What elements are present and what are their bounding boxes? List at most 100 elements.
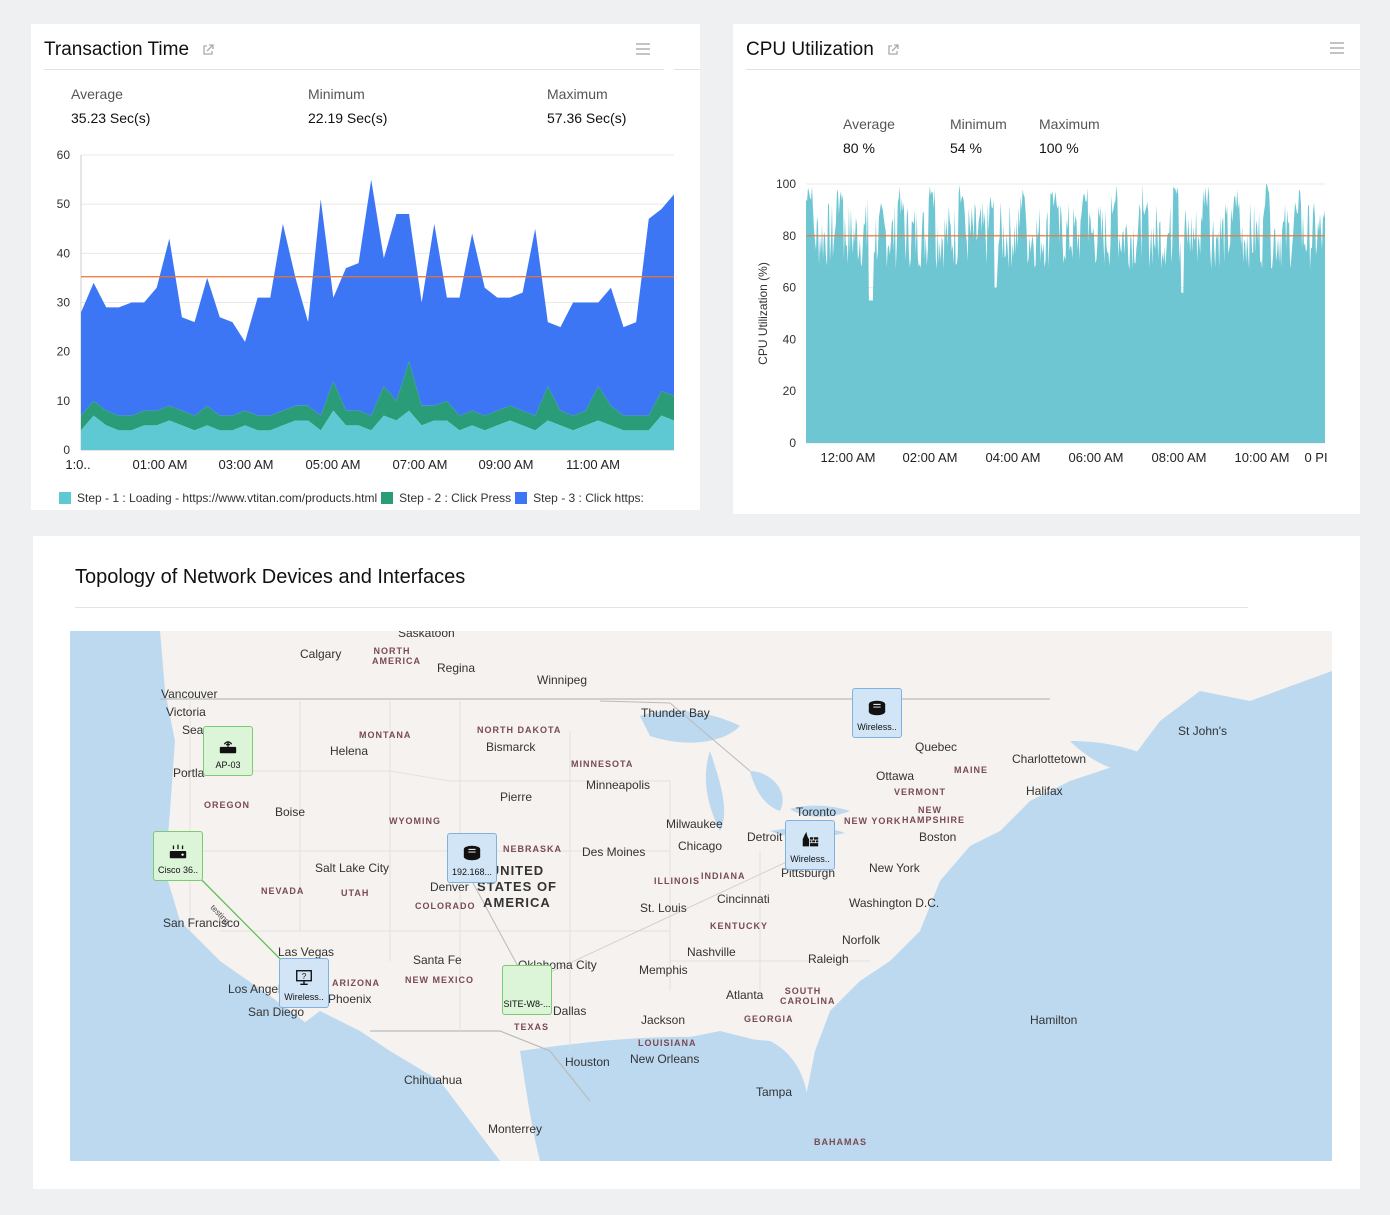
x-tick-label: 10:00 AM [1235,450,1290,465]
state-label: GEORGIA [744,1014,794,1024]
stat-value: 100 % [1039,140,1079,156]
device-label: Cisco 36.. [157,865,199,875]
external-link-icon[interactable] [887,44,899,56]
stat-value: 35.23 Sec(s) [71,110,151,126]
legend-label: Step - 2 : Click Press [399,491,512,505]
cpu-menu-icon[interactable] [1330,42,1344,57]
cpu-title-text: CPU Utilization [746,39,874,60]
city-label: Sea [182,723,204,737]
y-tick-label: 20 [57,345,71,359]
y-tick-label: 40 [783,332,797,346]
y-tick-label: 60 [783,281,797,295]
cpu-utilization-card: CPU Utilization Average 80 % Minimum 54 … [733,24,1360,514]
city-label: Halifax [1026,784,1063,798]
city-label: Helena [330,744,369,758]
y-tick-label: 60 [57,148,71,162]
x-tick-label: 12:00 AM [821,450,876,465]
state-label: INDIANA [701,871,746,881]
city-label: Saskatoon [398,631,455,640]
legend-item-step2[interactable]: Step - 2 : Click Press [381,491,511,505]
device-label: SITE-W8-... [503,999,551,1009]
cpu-divider [746,69,1360,70]
legend-item-step1[interactable]: Step - 1 : Loading - https://www.vtitan.… [59,491,377,505]
area-series[interactable] [81,179,674,416]
cpu-area-series[interactable] [806,184,1325,443]
device-node-wireless-ottawa[interactable]: Wireless.. [852,688,902,738]
city-label: Bismarck [486,740,536,754]
x-tick-label: 03:00 AM [219,457,274,472]
city-label: Chicago [678,839,723,853]
city-label: Des Moines [582,845,646,859]
city-label: Milwaukee [666,817,723,831]
x-tick-label: 06:00 AM [1069,450,1124,465]
device-node-wireless-la[interactable]: ? Wireless.. [279,958,329,1008]
topology-card: Topology of Network Devices and Interfac… [33,536,1360,1189]
city-label: Washington D.C. [849,896,940,910]
city-label: New Orleans [630,1052,700,1066]
area-series[interactable] [81,361,674,431]
cpu-stat-minimum: Minimum 54 % [950,116,1007,156]
city-label: Santa Fe [413,953,462,967]
switch-icon [463,845,481,861]
stat-value: 57.36 Sec(s) [547,110,627,126]
state-label: MONTANA [359,730,412,740]
country-label: UNITED STATES OF AMERICA [476,863,558,910]
transaction-time-chart: 0 10 20 30 40 50 60 1:0.. 01:00 AM 03:00 AM 05:00 … [57,148,674,472]
cpu-utilization-chart: 0 20 40 60 80 100 CPU Utilization (%) 12:00 AM 0… [756,177,1328,465]
city-label: Las Vegas [278,945,335,959]
svg-text:?: ? [302,972,307,981]
firewall-icon [802,831,819,847]
state-label: LOUISIANA [638,1038,697,1048]
transaction-menu-icon[interactable] [636,43,650,58]
city-label: Ottawa [876,769,915,783]
topology-map[interactable]: testing Calgary Regina Winnipeg Vancouve… [70,631,1332,1161]
y-tick-label: 0 [63,443,70,457]
access-point-icon [219,741,237,754]
state-label: NEW YORK [844,816,902,826]
y-tick-label: 10 [57,394,71,408]
topology-divider [75,607,1248,608]
transaction-time-title-text: Transaction Time [44,39,190,60]
transaction-stat-average: Average 35.23 Sec(s) [71,86,150,126]
state-label: ILLINOIS [654,876,700,886]
stat-label: Maximum [547,86,608,102]
external-link-icon[interactable] [202,44,214,56]
device-node-192[interactable]: 192.168... [447,833,497,883]
y-tick-label: 0 [789,436,796,450]
stat-label: Maximum [1039,116,1100,132]
x-tick-label: 04:00 AM [986,450,1041,465]
stat-value: 54 % [950,140,982,156]
device-label: Wireless.. [857,722,897,732]
device-node-site-w8[interactable]: SITE-W8-... [502,965,552,1015]
legend-item-step3[interactable]: Step - 3 : Click https: [515,491,644,505]
state-label: VERMONT [894,787,946,797]
transaction-legend: Step - 1 : Loading - https://www.vtitan.… [59,491,648,505]
device-node-cisco[interactable]: Cisco 36.. [153,831,203,881]
x-tick-label: 11:00 AM [566,457,620,472]
y-tick-label: 80 [783,229,797,243]
city-label: Los Angeles [228,982,294,996]
device-node-ap03[interactable]: AP-03 [203,726,253,776]
city-label: Salt Lake City [315,861,390,875]
city-label: Boston [919,830,957,844]
x-tick-label: 0 PI [1304,450,1327,465]
city-label: Charlottetown [1012,752,1087,766]
x-tick-label: 08:00 AM [1152,450,1207,465]
device-node-wireless-pittsburgh[interactable]: Wireless.. [785,820,835,870]
city-label: Houston [565,1055,610,1069]
x-tick-label: 1:0.. [65,457,90,472]
stat-label: Minimum [308,86,365,102]
transaction-time-card: Transaction Time Average 35.23 Sec(s) Mi… [31,24,700,510]
state-label: WYOMING [389,816,441,826]
city-label: St John's [1178,724,1227,738]
city-label: Norfolk [842,933,881,947]
city-label: Hamilton [1030,1013,1078,1027]
city-label: Memphis [639,963,688,977]
y-tick-label: 20 [783,384,797,398]
x-tick-label: 09:00 AM [479,457,534,472]
y-axis-label: CPU Utilization (%) [756,262,770,365]
state-label: ARIZONA [332,978,380,988]
city-label: Dallas [553,1004,587,1018]
state-label: TEXAS [514,1022,550,1032]
area-series[interactable] [81,410,674,450]
